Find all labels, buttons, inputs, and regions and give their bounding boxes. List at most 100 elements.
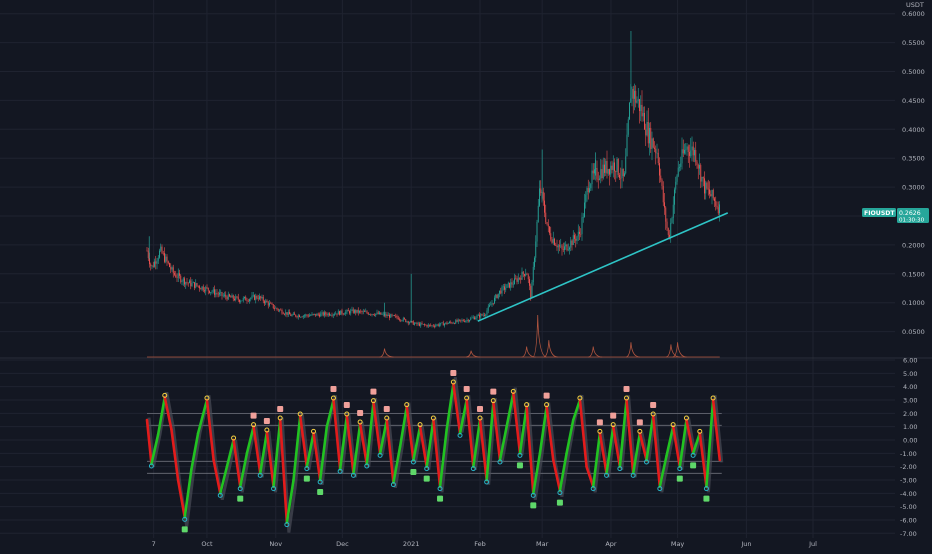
candle-body — [639, 99, 640, 111]
candle-body — [161, 246, 163, 254]
time-tick-label: Apr — [605, 540, 617, 548]
candle-body — [399, 319, 400, 321]
candle-body — [520, 278, 522, 280]
candle-body — [435, 325, 437, 327]
candle-body — [307, 315, 309, 317]
osc-up-segment — [425, 418, 435, 468]
price-tick-label: 0.1500 — [902, 270, 925, 278]
oscillator-axis[interactable]: 6.00 5.00 4.00 3.00 2.00 1.00 0.00 -1.00 -2.00 -3… — [900, 357, 917, 538]
osc-up-segment — [605, 425, 615, 475]
pivot-high-marker — [251, 422, 257, 428]
osc-up-segment — [618, 398, 628, 468]
pivot-low-marker — [317, 479, 323, 485]
osc-up-segment — [238, 452, 249, 488]
candle-body — [697, 165, 699, 169]
candle-body — [516, 278, 518, 282]
candle-body — [221, 292, 223, 296]
osc-down-segment — [232, 438, 242, 488]
osc-down-segment — [418, 425, 429, 468]
osc-up-segment — [258, 430, 269, 475]
candle-body — [199, 286, 200, 289]
candle-body — [296, 316, 298, 318]
candle-body — [701, 177, 703, 182]
osc-up-segment — [498, 425, 508, 462]
pivot-high-marker — [231, 435, 237, 441]
candle-body — [429, 324, 430, 326]
osc-tick-label: -7.00 — [900, 530, 917, 538]
osc-up-segment — [485, 401, 495, 482]
candle-body — [404, 318, 405, 320]
osc-down-segment — [163, 396, 173, 431]
pivot-low-marker — [497, 459, 503, 465]
sell-signal-label — [277, 406, 284, 413]
candle-body — [554, 238, 555, 245]
candle-body — [694, 150, 695, 156]
candle-body — [155, 261, 157, 264]
candle-body — [597, 179, 599, 180]
osc-up-segment — [325, 398, 335, 428]
candle-body — [441, 322, 443, 324]
candle-body — [291, 314, 293, 316]
candle-body — [320, 313, 322, 317]
candle-body — [664, 202, 665, 208]
candle-body — [396, 315, 398, 318]
candle-body — [394, 315, 395, 316]
pivot-low-marker — [182, 516, 188, 522]
candle-body — [442, 322, 444, 326]
price-tag[interactable]: FIOUSDT 0.2626 01:30:30 — [862, 208, 929, 224]
osc-down-segment — [252, 425, 262, 475]
candle-body — [511, 282, 513, 285]
candle-body — [215, 292, 217, 295]
candle-body — [562, 249, 564, 250]
price-axis[interactable]: USDT 0.6000 0.5500 0.5000 0.4500 0.4000 0.350… — [902, 1, 925, 336]
candle-body — [250, 298, 252, 300]
candles[interactable] — [146, 31, 720, 329]
pivot-low-marker — [284, 522, 290, 528]
candle-body — [154, 261, 155, 267]
candle-body — [477, 314, 479, 316]
candle-body — [261, 296, 263, 299]
candle-body — [510, 282, 512, 288]
candle-body — [456, 320, 458, 322]
candle-body — [475, 318, 477, 320]
candle-body — [234, 298, 235, 300]
osc-tick-label: 1.00 — [903, 423, 917, 431]
sell-signal-label — [596, 419, 603, 426]
candle-body — [174, 273, 175, 275]
candle-body — [171, 267, 173, 270]
candle-body — [646, 122, 648, 136]
candle-body — [362, 311, 364, 313]
osc-down-segment — [176, 478, 187, 519]
pivot-high-marker — [277, 415, 283, 421]
candle-body — [512, 284, 514, 285]
trendline[interactable] — [477, 212, 729, 322]
osc-down-segment — [298, 414, 309, 468]
candle-body — [299, 315, 300, 318]
time-axis[interactable]: 7 Oct Nov Dec 2021 Feb Mar Apr May Jun Jul — [152, 540, 818, 548]
candle-body — [546, 222, 548, 225]
candle-body — [402, 318, 404, 321]
candle-body — [560, 245, 562, 247]
candle-body — [575, 238, 577, 241]
candle-body — [205, 287, 207, 292]
grid — [0, 0, 895, 538]
candle-body — [414, 323, 415, 325]
candle-body — [436, 324, 438, 326]
candle-body — [482, 314, 484, 316]
time-tick-label: Oct — [201, 540, 213, 548]
candle-body — [504, 286, 505, 290]
osc-down-segment — [651, 414, 662, 488]
osc-up-segment — [538, 405, 548, 455]
candle-body — [680, 163, 682, 167]
pivot-low-marker — [437, 486, 443, 492]
osc-up-segment — [272, 418, 282, 488]
osc-up-segment — [218, 465, 229, 495]
price-tick-label: 0.2000 — [902, 241, 925, 249]
candle-body — [406, 321, 408, 322]
pivot-low-marker — [271, 486, 277, 492]
osc-tick-label: 6.00 — [903, 357, 917, 365]
pivot-high-marker — [330, 395, 336, 401]
candle-body — [305, 314, 307, 316]
candle-body — [359, 310, 360, 313]
candle-body — [497, 293, 499, 299]
